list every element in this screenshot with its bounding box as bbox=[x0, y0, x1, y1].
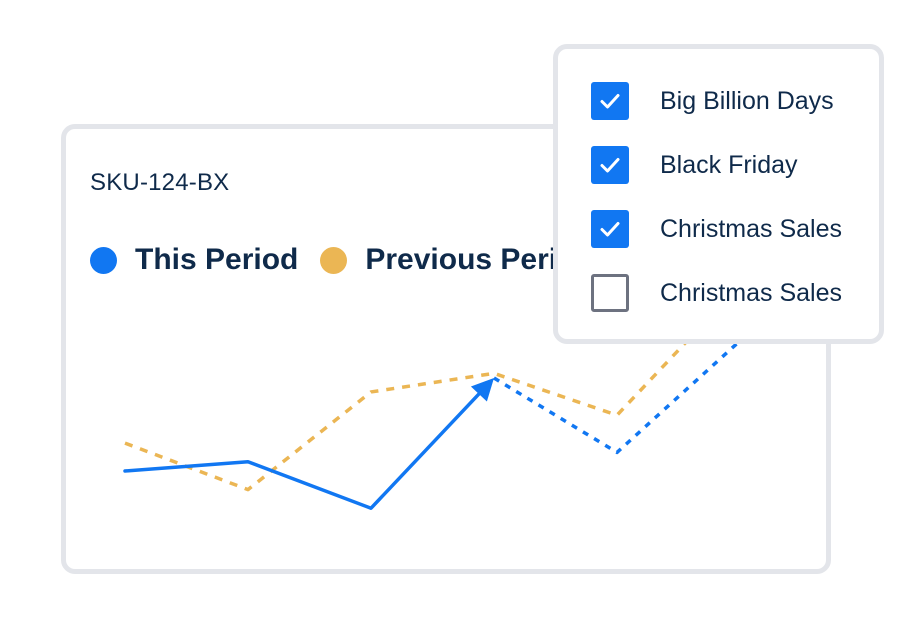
option-label: Big Billion Days bbox=[660, 86, 834, 115]
checkbox-big-billion-days[interactable] bbox=[591, 82, 629, 120]
option-christmas-sales[interactable]: Christmas Sales bbox=[591, 210, 842, 248]
option-christmas-sales-2[interactable]: Christmas Sales bbox=[591, 274, 842, 312]
checkmark-icon bbox=[600, 222, 620, 237]
checkmark-icon bbox=[600, 158, 620, 173]
legend-item-this-period[interactable]: This Period bbox=[90, 243, 298, 277]
legend-label-this-period: This Period bbox=[135, 243, 299, 276]
checkbox-black-friday[interactable] bbox=[591, 146, 629, 184]
checkbox-christmas-sales[interactable] bbox=[591, 210, 629, 248]
sku-label: SKU-124-BX bbox=[90, 169, 230, 196]
filter-dropdown: Big Billion Days Black Friday Christmas … bbox=[553, 44, 884, 344]
option-black-friday[interactable]: Black Friday bbox=[591, 146, 798, 184]
option-label: Christmas Sales bbox=[660, 278, 842, 307]
previous-period-dot-icon bbox=[320, 246, 348, 274]
this-period-projection-line bbox=[493, 339, 742, 455]
this-period-line bbox=[123, 386, 487, 510]
option-label: Black Friday bbox=[660, 150, 798, 179]
checkbox-christmas-sales-2[interactable] bbox=[591, 274, 629, 312]
chart-legend: This Period Previous Period bbox=[90, 243, 616, 277]
option-label: Christmas Sales bbox=[660, 214, 842, 243]
checkmark-icon bbox=[600, 94, 620, 109]
this-period-arrow-icon bbox=[470, 378, 494, 402]
this-period-dot-icon bbox=[90, 246, 117, 274]
option-big-billion-days[interactable]: Big Billion Days bbox=[591, 82, 834, 120]
